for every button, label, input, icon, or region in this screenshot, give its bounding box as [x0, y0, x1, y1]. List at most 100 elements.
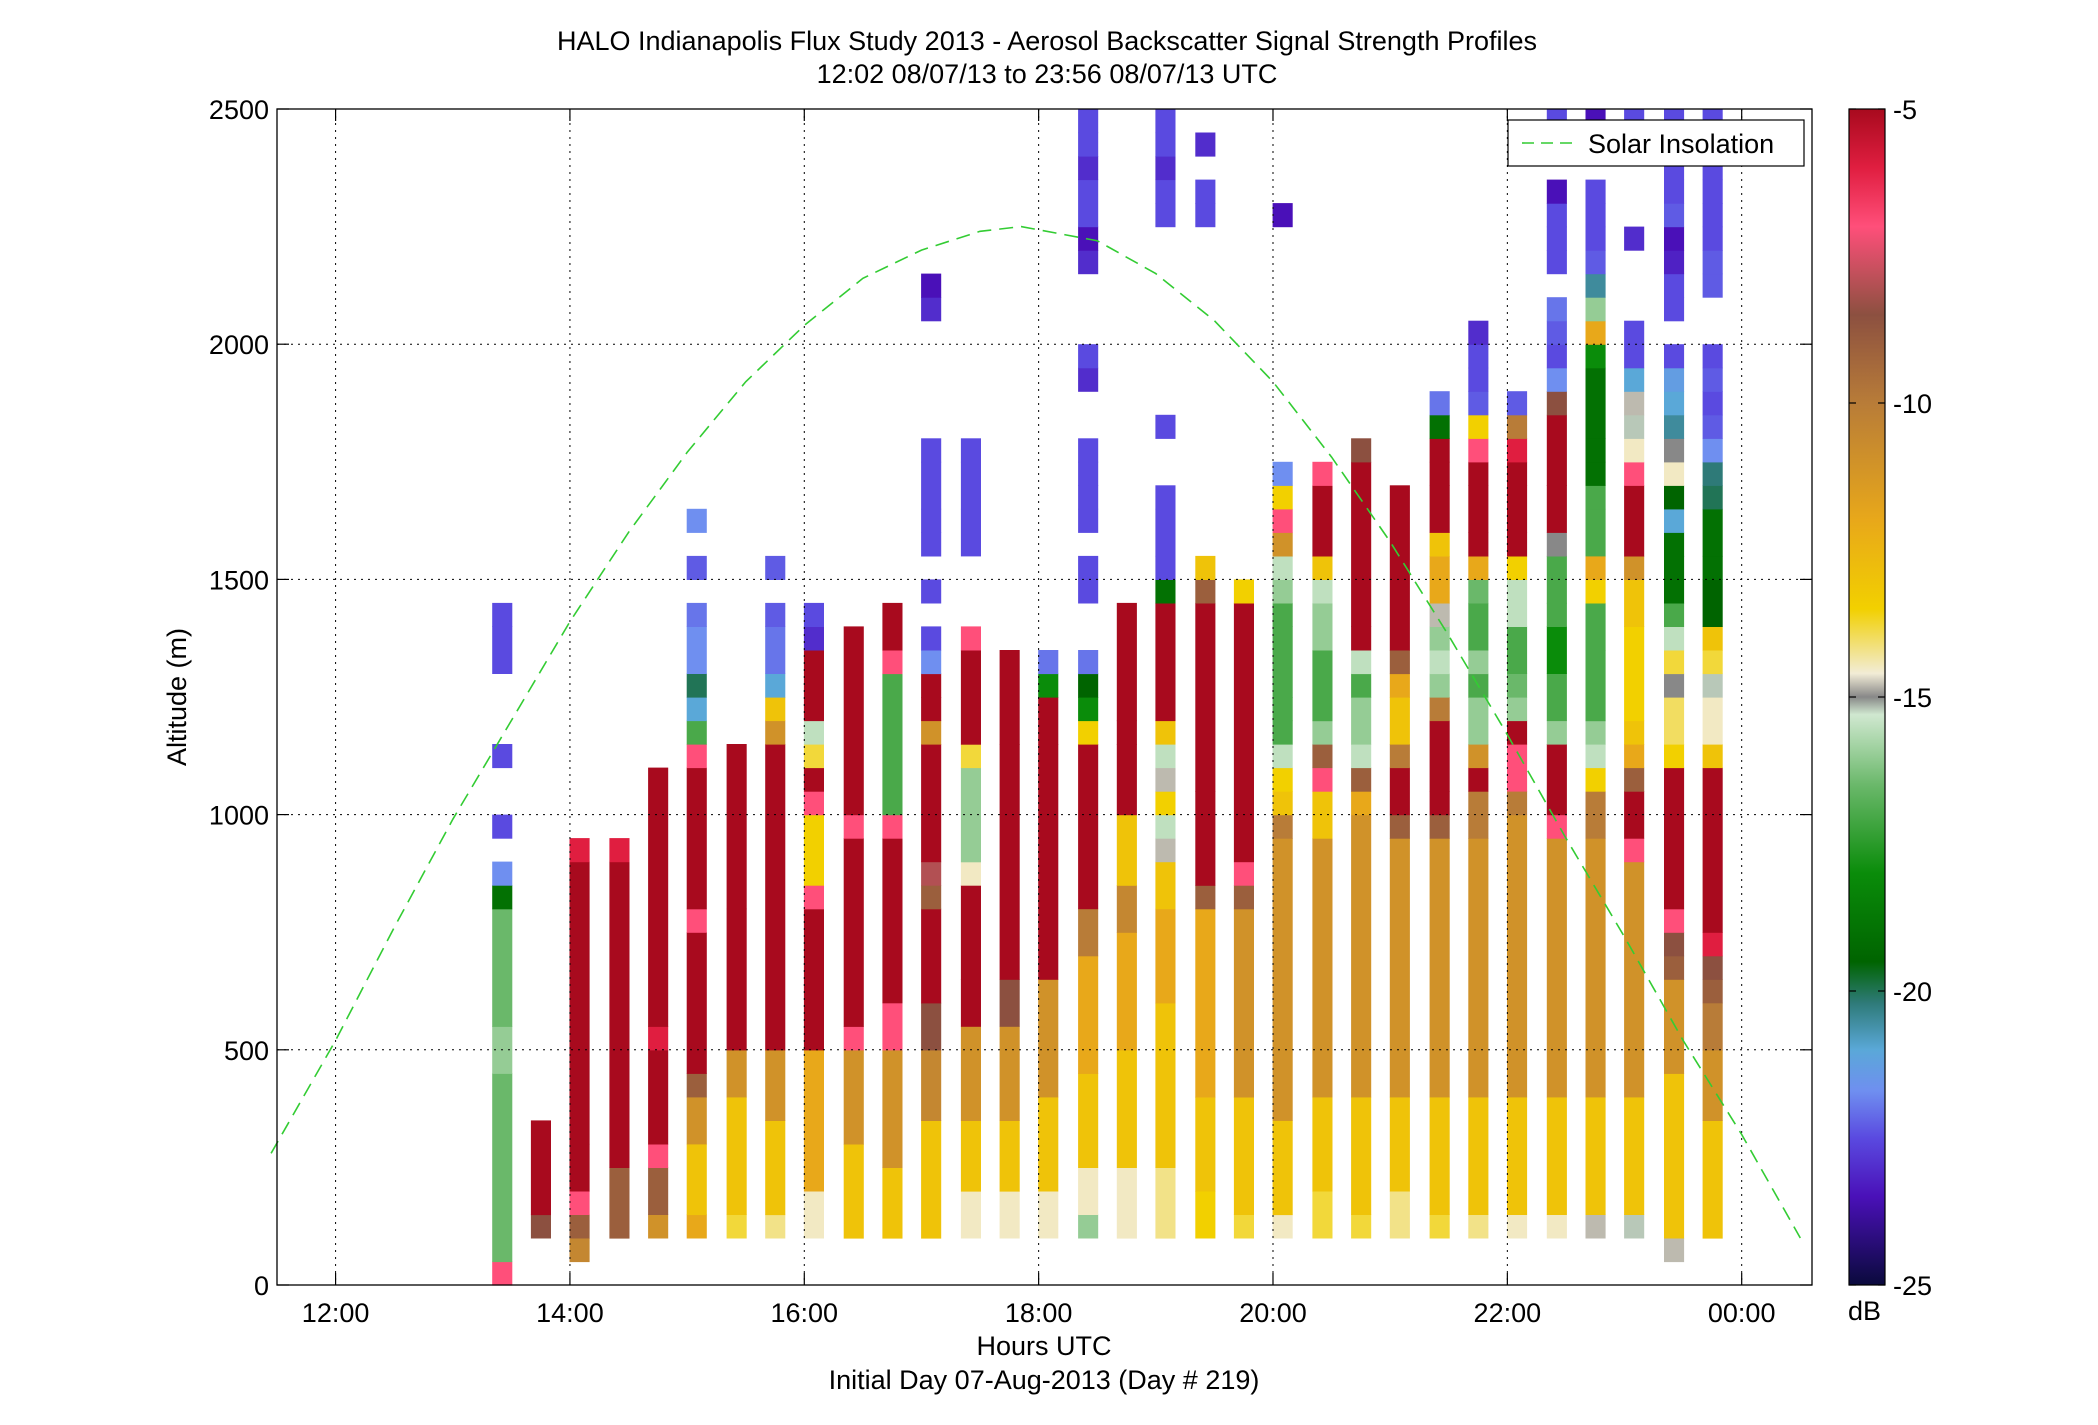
chart-title-group: HALO Indianapolis Flux Study 2013 - Aero…: [557, 26, 1537, 89]
heatmap-cell: [1038, 744, 1059, 980]
heatmap-cell: [1585, 297, 1606, 322]
heatmap-cell: [960, 438, 981, 463]
heatmap-cell: [1078, 485, 1099, 510]
heatmap-cell: [1585, 461, 1606, 486]
heatmap-cell: [648, 1026, 669, 1051]
x-tick-label: 18:00: [1005, 1298, 1073, 1328]
heatmap-cell: [1624, 320, 1645, 345]
x-tick-label: 00:00: [1708, 1298, 1776, 1328]
heatmap-cell: [1468, 744, 1489, 769]
heatmap-cell: [1078, 555, 1099, 580]
heatmap-cell: [960, 1026, 981, 1121]
heatmap-cell: [530, 1120, 551, 1216]
heatmap-cell: [1312, 838, 1333, 1098]
heatmap-cell: [1664, 697, 1685, 745]
heatmap-cell: [1312, 555, 1333, 580]
heatmap-cell: [1078, 908, 1099, 957]
heatmap-cell: [1546, 485, 1567, 533]
heatmap-cell: [960, 979, 981, 1027]
heatmap-cell: [765, 602, 786, 627]
heatmap-cell: [1468, 650, 1489, 675]
heatmap-cell: [1585, 720, 1606, 745]
heatmap-cell: [1664, 955, 1685, 980]
heatmap-cell: [1702, 414, 1723, 439]
heatmap-cell: [1078, 438, 1099, 463]
heatmap-cell: [569, 861, 590, 1145]
heatmap-cell: [1312, 485, 1333, 557]
heatmap-cell: [1116, 814, 1137, 886]
legend-box: [1507, 119, 1805, 167]
heatmap-cell: [1195, 555, 1216, 580]
heatmap-cell: [1155, 203, 1176, 228]
heatmap-cells: [492, 109, 1723, 1286]
heatmap-cell: [686, 697, 707, 722]
heatmap-cell: [1468, 461, 1489, 486]
heatmap-cell: [1272, 485, 1293, 510]
heatmap-cell: [569, 838, 590, 863]
heatmap-cell: [1546, 555, 1567, 604]
heatmap-cell: [1546, 179, 1567, 204]
heatmap-cell: [1507, 485, 1528, 533]
heatmap-cell: [921, 861, 942, 886]
heatmap-cell: [1272, 744, 1293, 769]
heatmap-cell: [1195, 885, 1216, 910]
colorbar-label: dB: [1848, 1296, 1881, 1326]
heatmap-cell: [882, 814, 903, 839]
heatmap-cell: [609, 861, 630, 1168]
heatmap-cell: [1546, 744, 1567, 816]
heatmap-cell: [1702, 932, 1723, 957]
heatmap-cell: [1624, 1096, 1645, 1215]
heatmap-cell: [1546, 602, 1567, 627]
heatmap-cell: [1546, 250, 1567, 275]
x-tick-label: 14:00: [536, 1298, 604, 1328]
heatmap-cell: [765, 720, 786, 745]
heatmap-cell: [1702, 367, 1723, 392]
heatmap-cell: [1078, 508, 1099, 533]
y-tick-label: 500: [224, 1036, 269, 1066]
heatmap-cell: [1664, 626, 1685, 651]
heatmap-cell: [1507, 438, 1528, 463]
heatmap-cell: [1546, 414, 1567, 486]
heatmap-cell: [803, 602, 824, 627]
heatmap-cell: [1468, 1214, 1489, 1239]
heatmap-cell: [1272, 814, 1293, 839]
heatmap-cell: [1078, 344, 1099, 369]
heatmap-cell: [492, 1073, 513, 1263]
heatmap-cell: [1312, 1096, 1333, 1192]
heatmap-cell: [1429, 838, 1450, 1098]
heatmap-cell: [960, 885, 981, 980]
heatmap-cell: [1078, 250, 1099, 275]
heatmap-cell: [1468, 320, 1489, 345]
heatmap-cell: [1195, 908, 1216, 1098]
legend-entry-solar: Solar Insolation: [1588, 129, 1774, 159]
heatmap-cell: [1429, 391, 1450, 416]
heatmap-cell: [1624, 485, 1645, 557]
heatmap-cell: [960, 1120, 981, 1192]
colorbar-tick-label: -5: [1893, 95, 1917, 125]
heatmap-cell: [1116, 932, 1137, 1051]
heatmap-cell: [1429, 1096, 1450, 1215]
heatmap-cell: [1507, 744, 1528, 792]
heatmap-cell: [686, 602, 707, 627]
heatmap-cell: [765, 673, 786, 698]
heatmap-cell: [1272, 508, 1293, 533]
heatmap-cell: [1155, 555, 1176, 580]
heatmap-cell: [686, 744, 707, 769]
heatmap-cell: [1624, 767, 1645, 792]
heatmap-cell: [1155, 579, 1176, 604]
heatmap-cell: [803, 626, 824, 651]
heatmap-cell: [1664, 1238, 1685, 1263]
heatmap-cell: [1351, 1214, 1372, 1239]
heatmap-cell: [1664, 744, 1685, 769]
heatmap-cell: [960, 508, 981, 557]
legend: Solar Insolation: [1507, 119, 1805, 167]
heatmap-cell: [882, 1049, 903, 1168]
heatmap-cell: [1312, 461, 1333, 486]
heatmap-cell: [1664, 555, 1685, 604]
heatmap-cell: [1351, 1096, 1372, 1215]
heatmap-cell: [1155, 861, 1176, 910]
heatmap-cell: [1195, 602, 1216, 792]
heatmap-cell: [1155, 485, 1176, 510]
colorbar-tick-label: -15: [1893, 683, 1932, 713]
heatmap-cell: [1585, 838, 1606, 1098]
